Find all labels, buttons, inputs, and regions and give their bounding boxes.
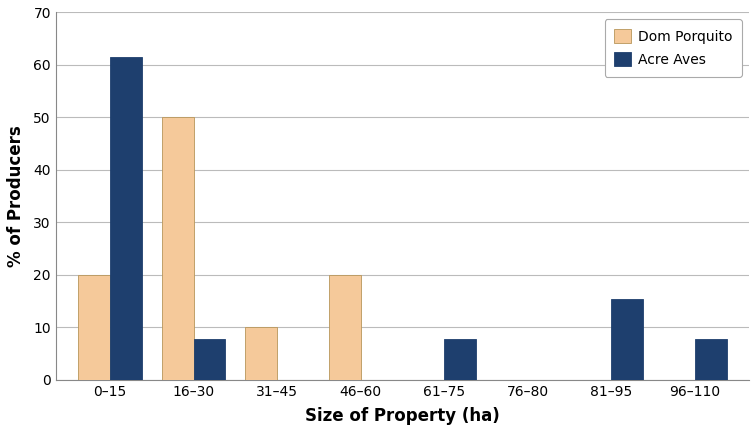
Bar [162,118,194,380]
Legend: Dom Porquito, Acre Aves: Dom Porquito, Acre Aves [605,19,742,77]
Y-axis label: % of Producers: % of Producers [7,125,25,267]
Bar [194,340,225,380]
Bar [246,327,277,380]
Bar [695,340,727,380]
X-axis label: Size of Property (ha): Size of Property (ha) [305,407,500,425]
Bar [329,275,361,380]
Bar [445,340,476,380]
Bar [110,57,142,380]
Bar [79,275,110,380]
Bar [612,299,643,380]
